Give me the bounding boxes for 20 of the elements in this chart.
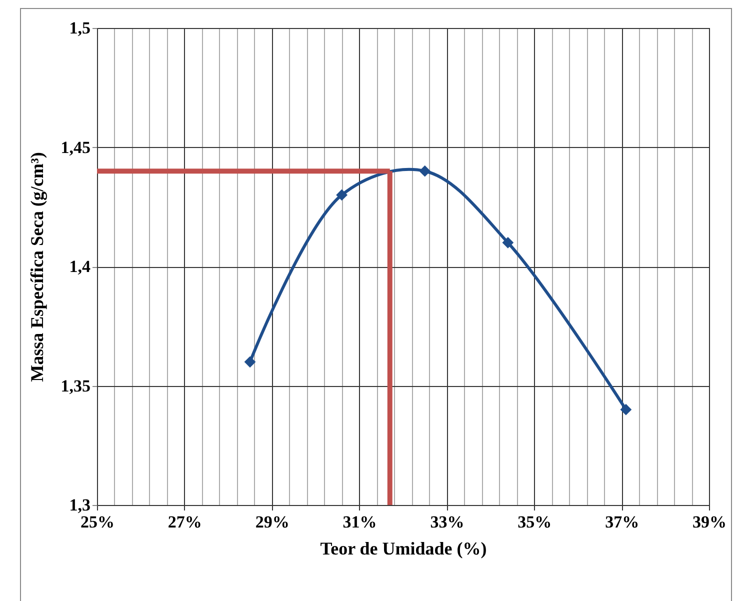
y-tick-label: 1,35 — [60, 376, 90, 396]
y-tick-label: 1,4 — [69, 257, 91, 276]
y-tick-label: 1,3 — [69, 496, 90, 514]
y-axis-title: Massa Específica Seca (g/cm³) — [26, 152, 47, 382]
point — [620, 404, 632, 416]
x-tick-label: 33% — [430, 512, 464, 532]
x-tick-label: 27% — [168, 512, 202, 532]
y-tick-label: 1,5 — [69, 18, 90, 38]
point — [244, 356, 256, 368]
x-tick-label: 25% — [80, 512, 114, 532]
point — [336, 189, 348, 201]
point — [502, 236, 514, 248]
x-tick-label: 31% — [342, 512, 377, 532]
point — [419, 165, 431, 177]
x-tick-label: 29% — [255, 512, 290, 532]
y-tick-label: 1,45 — [60, 138, 90, 157]
x-tick-label: 35% — [518, 512, 552, 532]
x-tick-label: 39% — [692, 512, 726, 532]
x-axis-title: Teor de Umidade (%) — [320, 538, 487, 558]
x-tick-label: 37% — [605, 512, 640, 532]
